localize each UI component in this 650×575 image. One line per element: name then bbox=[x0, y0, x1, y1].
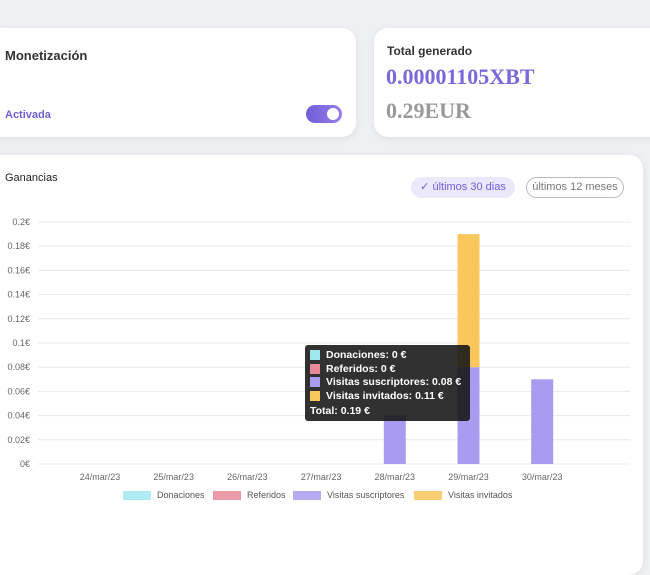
earnings-chart: 0€ 0.02€ 0.04€ 0.06€ 0.08€ 0.1€ 0.12€ 0.14€ 0.16… bbox=[7, 217, 630, 482]
x-tick-label: 29/mar/23 bbox=[448, 472, 489, 482]
x-tick-label: 28/mar/23 bbox=[375, 472, 416, 482]
y-tick-label: 0.02€ bbox=[7, 435, 30, 445]
tooltip-row: Visitas suscriptores: 0.08 € bbox=[310, 376, 461, 388]
y-tick-label: 0.1€ bbox=[12, 338, 30, 348]
tooltip-swatch bbox=[310, 390, 320, 401]
x-tick-label: 25/mar/23 bbox=[153, 472, 194, 482]
tooltip-line: Donaciones: 0 € bbox=[326, 349, 407, 361]
y-tick-label: 0€ bbox=[20, 459, 30, 469]
y-tick-label: 0.16€ bbox=[7, 265, 30, 275]
tooltip-swatch bbox=[310, 350, 320, 360]
x-tick-label: 26/mar/23 bbox=[227, 472, 268, 482]
total-eur: 0.29EUR bbox=[386, 98, 471, 123]
total-card bbox=[374, 28, 650, 137]
legend-swatch bbox=[414, 490, 442, 500]
legend-label: Visitas suscriptores bbox=[327, 490, 405, 500]
legend-swatch bbox=[213, 490, 241, 500]
monetization-card bbox=[0, 28, 356, 137]
monetization-status: Activada bbox=[5, 109, 51, 121]
tooltip-row: Referidos: 0 € bbox=[310, 363, 395, 375]
range-30-days-button[interactable]: ✓ últimos 30 dias bbox=[411, 177, 515, 198]
x-tick-label: 30/mar/23 bbox=[522, 472, 563, 482]
tooltip-line: Referidos: 0 € bbox=[326, 362, 396, 375]
y-tick-label: 0.12€ bbox=[7, 314, 30, 324]
legend-item[interactable]: Referidos bbox=[213, 490, 286, 500]
tooltip-row: Visitas invitados: 0.11 € bbox=[310, 390, 444, 402]
x-tick-label: 27/mar/23 bbox=[301, 472, 342, 482]
y-tick-label: 0.14€ bbox=[7, 290, 30, 300]
legend-item[interactable]: Visitas invitados bbox=[414, 490, 512, 500]
bar-visitas-suscriptores bbox=[531, 379, 554, 464]
total-btc: 0.00001105XBT bbox=[386, 64, 535, 89]
range-12-months-button[interactable]: últimos 12 meses bbox=[526, 177, 624, 198]
tooltip-total: Total: 0.19 € bbox=[310, 405, 370, 417]
legend-label: Visitas invitados bbox=[448, 490, 513, 500]
legend-swatch bbox=[293, 490, 321, 500]
y-tick-label: 0.2€ bbox=[12, 217, 30, 227]
legend-item[interactable]: Visitas suscriptores bbox=[293, 490, 404, 500]
bar-visitas-suscriptores bbox=[383, 415, 406, 464]
tooltip-line: Visitas suscriptores: 0.08 € bbox=[326, 376, 462, 388]
check-icon: ✓ bbox=[420, 181, 433, 193]
y-tick-label: 0.06€ bbox=[7, 386, 30, 396]
legend-label: Donaciones bbox=[157, 490, 205, 500]
y-tick-label: 0.08€ bbox=[7, 362, 30, 372]
earnings-title: Ganancias bbox=[5, 172, 58, 184]
legend-swatch bbox=[123, 490, 151, 500]
monetization-toggle[interactable] bbox=[306, 105, 342, 123]
bar-visitas-invitados bbox=[457, 234, 480, 368]
y-tick-label: 0.18€ bbox=[7, 241, 30, 251]
total-title: Total generado bbox=[387, 44, 473, 58]
legend-item[interactable]: Donaciones bbox=[123, 490, 205, 500]
tooltip-row: Donaciones: 0 € bbox=[310, 349, 407, 361]
chart-tooltip: Donaciones: 0 € Referidos: 0 € Visitas sus… bbox=[305, 345, 470, 421]
range-30-days-label: últimos 30 dias bbox=[432, 181, 506, 193]
y-tick-label: 0.04€ bbox=[7, 411, 30, 421]
x-tick-label: 24/mar/23 bbox=[80, 472, 121, 482]
tooltip-swatch bbox=[310, 377, 320, 387]
tooltip-line: Visitas invitados: 0.11 € bbox=[326, 389, 444, 402]
legend-label: Referidos bbox=[247, 490, 286, 500]
tooltip-swatch bbox=[310, 363, 320, 374]
monetization-title: Monetización bbox=[5, 48, 88, 63]
